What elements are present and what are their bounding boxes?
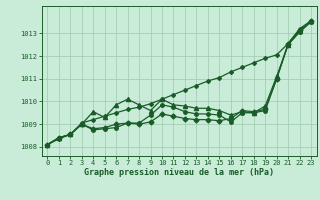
X-axis label: Graphe pression niveau de la mer (hPa): Graphe pression niveau de la mer (hPa) — [84, 168, 274, 177]
